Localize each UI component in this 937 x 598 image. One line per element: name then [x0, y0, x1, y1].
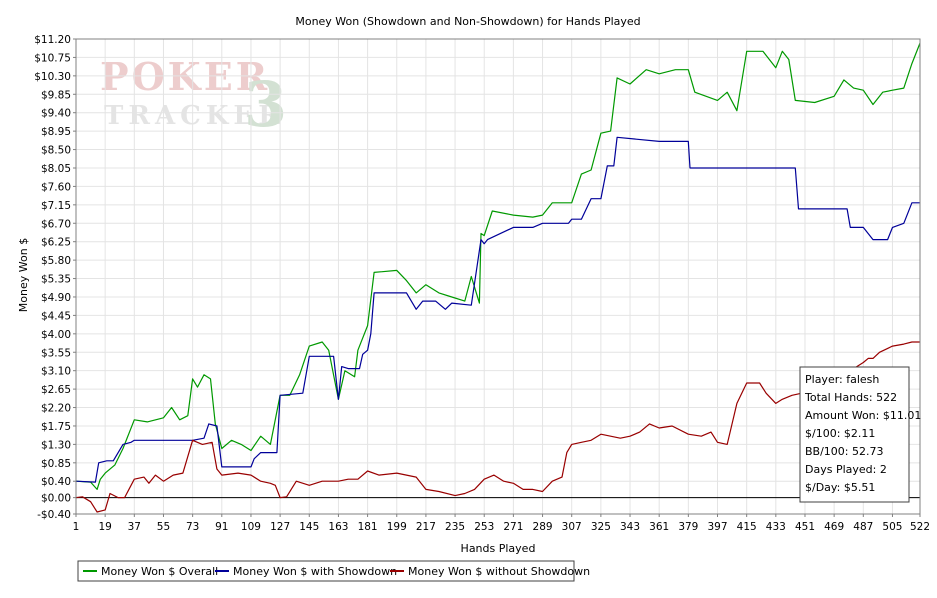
y-tick-label: $5.35 — [41, 274, 71, 286]
y-tick-label: $6.70 — [41, 218, 71, 230]
y-axis-ticks: -$0.40 $0.00 $0.40 $0.85 $1.30 $1.75 $2.20 $2.6… — [34, 34, 76, 521]
info-per-day: $/Day: $5.51 — [805, 481, 875, 494]
y-tick-label: $8.50 — [41, 145, 71, 157]
x-tick-label: 55 — [157, 521, 170, 533]
legend-label-overall: Money Won $ Overall — [101, 565, 218, 578]
x-tick-label: 73 — [186, 521, 199, 533]
watermark-poker-text: POKER — [100, 54, 270, 99]
y-tick-label: $1.30 — [41, 439, 71, 451]
x-tick-label: 181 — [358, 521, 378, 533]
x-tick-label: 343 — [620, 521, 640, 533]
series-lines — [75, 42, 921, 513]
x-tick-label: 522 — [910, 521, 930, 533]
x-tick-label: 199 — [387, 521, 407, 533]
y-tick-label: $0.85 — [41, 458, 71, 470]
x-tick-label: 163 — [328, 521, 348, 533]
x-tick-label: 109 — [241, 521, 261, 533]
y-tick-label: $8.95 — [41, 126, 71, 138]
chart-legend: Money Won $ Overall Money Won $ with Sho… — [77, 560, 590, 582]
x-axis-ticks: 1 19 37 55 73 91 109 127 145 163 181 199 217 235 253 27… — [73, 514, 930, 533]
legend-frame — [77, 560, 575, 582]
x-axis-title: Hands Played — [461, 542, 536, 555]
plot-frame — [75, 38, 921, 515]
x-tick-label: 451 — [795, 521, 815, 533]
info-amount-won: Amount Won: $11.01 — [805, 409, 921, 422]
y-tick-label: $10.75 — [34, 52, 71, 64]
x-tick-label: 307 — [562, 521, 582, 533]
info-total-hands: Total Hands: 522 — [804, 391, 897, 404]
info-bb-100: BB/100: 52.73 — [805, 445, 884, 458]
x-tick-label: 379 — [678, 521, 698, 533]
info-days-played: Days Played: 2 — [805, 463, 887, 476]
y-tick-label: $9.40 — [41, 108, 71, 120]
y-tick-label: -$0.40 — [37, 509, 71, 521]
y-tick-label: $4.90 — [41, 292, 71, 304]
y-tick-label: $0.00 — [41, 493, 71, 505]
y-tick-label: $5.80 — [41, 255, 71, 267]
x-tick-label: 487 — [853, 521, 873, 533]
chart-title: Money Won (Showdown and Non-Showdown) fo… — [295, 15, 640, 28]
y-tick-label: $2.65 — [41, 384, 71, 396]
y-tick-label: $1.75 — [41, 421, 71, 433]
x-tick-label: 235 — [445, 521, 465, 533]
info-box-frame — [799, 366, 910, 503]
x-tick-label: 397 — [707, 521, 727, 533]
info-player: Player: falesh — [805, 373, 879, 386]
poker-tracker-watermark: POKER TRACKER 3 — [100, 54, 287, 141]
y-tick-label: $3.10 — [41, 366, 71, 378]
x-tick-label: 325 — [591, 521, 611, 533]
y-tick-label: $9.85 — [41, 89, 71, 101]
x-tick-label: 127 — [270, 521, 290, 533]
x-tick-label: 505 — [882, 521, 902, 533]
series-line-showdown — [75, 136, 920, 483]
y-tick-label: $11.20 — [34, 34, 71, 46]
y-tick-label: $2.20 — [41, 403, 71, 415]
y-tick-label: $4.45 — [41, 310, 71, 322]
y-tick-label: $6.25 — [41, 237, 71, 249]
series-line-overall — [75, 42, 921, 490]
x-tick-label: 91 — [215, 521, 228, 533]
y-tick-label: $8.05 — [41, 163, 71, 175]
legend-label-non-showdown: Money Won $ without Showdown — [408, 565, 590, 578]
series-line-non-showdown — [75, 341, 920, 513]
y-tick-label: $3.55 — [41, 347, 71, 359]
info-per-100: $/100: $2.11 — [805, 427, 875, 440]
x-tick-label: 289 — [533, 521, 553, 533]
x-tick-label: 1 — [73, 521, 80, 533]
x-tick-label: 433 — [766, 521, 786, 533]
x-tick-label: 37 — [128, 521, 141, 533]
x-tick-label: 145 — [299, 521, 319, 533]
x-tick-label: 253 — [474, 521, 494, 533]
y-tick-label: $7.60 — [41, 181, 71, 193]
y-tick-label: $4.00 — [41, 329, 71, 341]
x-tick-label: 217 — [416, 521, 436, 533]
legend-label-showdown: Money Won $ with Showdown — [233, 565, 397, 578]
x-tick-label: 361 — [649, 521, 669, 533]
y-tick-label: $0.40 — [41, 476, 71, 488]
player-info-box: Player: falesh Total Hands: 522 Amount W… — [799, 366, 921, 503]
y-axis-title: Money Won $ — [17, 238, 30, 312]
x-tick-label: 415 — [737, 521, 757, 533]
x-tick-label: 19 — [98, 521, 111, 533]
y-tick-label: $10.30 — [34, 71, 71, 83]
y-tick-label: $7.15 — [41, 200, 71, 212]
x-tick-label: 469 — [824, 521, 844, 533]
x-tick-label: 271 — [503, 521, 523, 533]
